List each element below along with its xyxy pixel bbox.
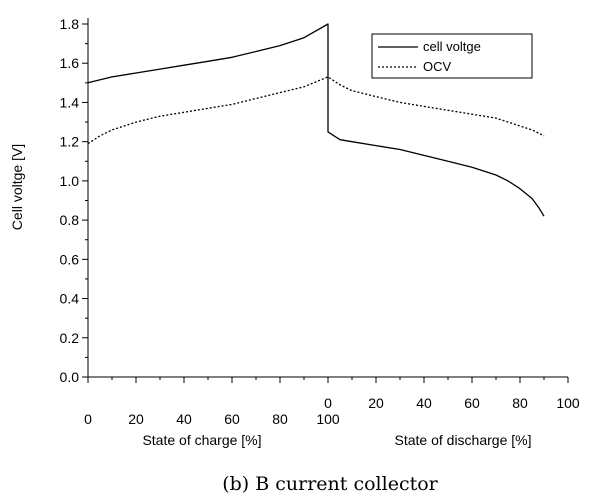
- y-tick-label: 0.8: [60, 212, 80, 228]
- x-charge-tick-label: 40: [176, 411, 192, 427]
- legend-label-ocv: OCV: [423, 59, 452, 74]
- y-tick-label: 0.2: [60, 330, 80, 346]
- x-discharge-tick-label: 100: [556, 395, 580, 411]
- x-discharge-tick-label: 20: [368, 395, 384, 411]
- ticks: 0.0 0.2 0.4 0.6 0.8 1.0 1.2 1.4 1.6 1.8 20 40 60 80 10…: [60, 16, 580, 427]
- y-tick-label: 1.0: [60, 173, 80, 189]
- y-tick-label: 0.4: [60, 291, 80, 307]
- y-tick-label: 1.6: [60, 55, 80, 71]
- series-line-cell-voltge: [87, 23, 545, 217]
- legend-box: [371, 33, 533, 79]
- x-charge-tick-label: 100: [316, 411, 340, 427]
- x-charge-tick-label: 60: [224, 411, 240, 427]
- x-discharge-tick-label: 60: [464, 395, 480, 411]
- x-charge-tick-label: 20: [128, 411, 144, 427]
- y-tick-label: 1.4: [60, 94, 80, 110]
- x-discharge-tick-label: 40: [416, 395, 432, 411]
- legend-label-cell-voltge: cell voltge: [423, 39, 481, 54]
- x-discharge-tick-label: 80: [512, 395, 528, 411]
- x-charge-tick-label: 0: [84, 411, 92, 427]
- y-tick-label: 1.2: [60, 134, 80, 150]
- y-tick-label: 0.6: [60, 251, 80, 267]
- y-tick-label: 0.0: [60, 369, 80, 385]
- series-line-ocv: [87, 76, 545, 145]
- figure-caption: (b) B current collector: [222, 473, 438, 495]
- plot-lines: [87, 23, 545, 217]
- y-tick-label: 1.8: [60, 16, 80, 32]
- x-charge-tick-label: 80: [272, 411, 288, 427]
- x-axis-title-charge: State of charge [%]: [142, 432, 261, 448]
- legend: cell voltge OCV: [371, 33, 533, 79]
- x-axis-title-discharge: State of discharge [%]: [395, 432, 532, 448]
- x-discharge-tick-label: 0: [324, 395, 332, 411]
- y-axis-title: Cell voltge [V]: [9, 144, 25, 230]
